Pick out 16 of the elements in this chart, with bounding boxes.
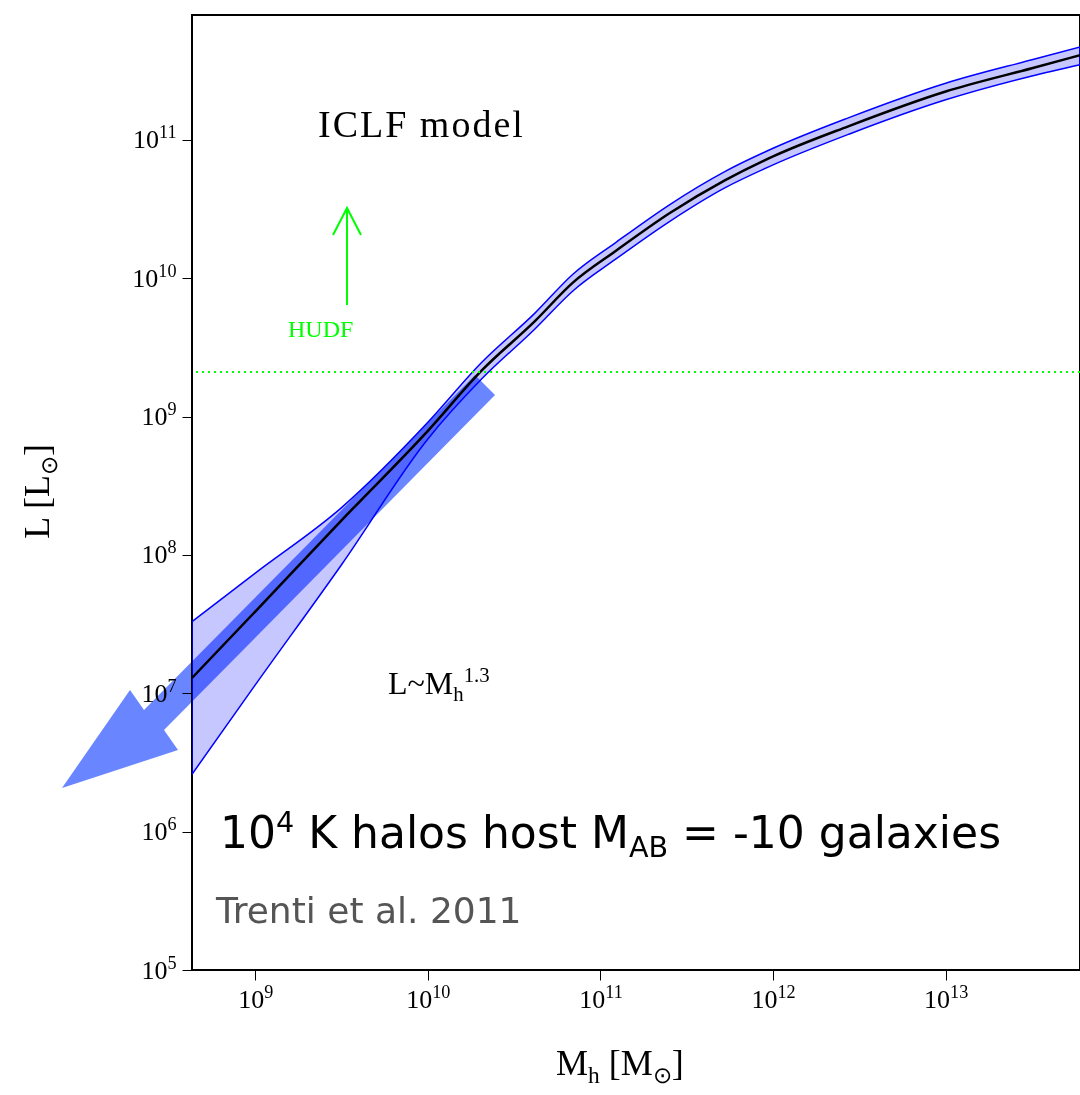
y-tick-label: 10$^{6}$ <box>141 814 177 847</box>
annotation: Trenti et al. 2011 <box>216 890 522 931</box>
y-tick-label: 10$^{8}$ <box>141 537 177 570</box>
x-tick-label: 10$^{10}$ <box>406 981 451 1014</box>
annotation: ICLF model <box>318 103 525 145</box>
y-tick-label: 10$^{5}$ <box>141 952 177 985</box>
y-tick-label: 10$^{9}$ <box>141 399 177 432</box>
x-axis-title: M$_{h}$ [M$_{⊙}$] <box>556 1043 684 1089</box>
ref-line-label: HUDF <box>288 316 354 343</box>
y-tick-label: 10$^{11}$ <box>132 122 177 155</box>
x-tick-label: 10$^{13}$ <box>924 981 969 1014</box>
x-tick-label: 10$^{9}$ <box>238 981 274 1014</box>
annotation: 10$^{4}$ K halos host M$_{AB}$ = -10 galaxies <box>220 805 1002 865</box>
y-tick-label: 10$^{10}$ <box>132 260 177 293</box>
x-tick-label: 10$^{12}$ <box>751 981 796 1014</box>
x-tick-label: 10$^{11}$ <box>579 981 623 1014</box>
